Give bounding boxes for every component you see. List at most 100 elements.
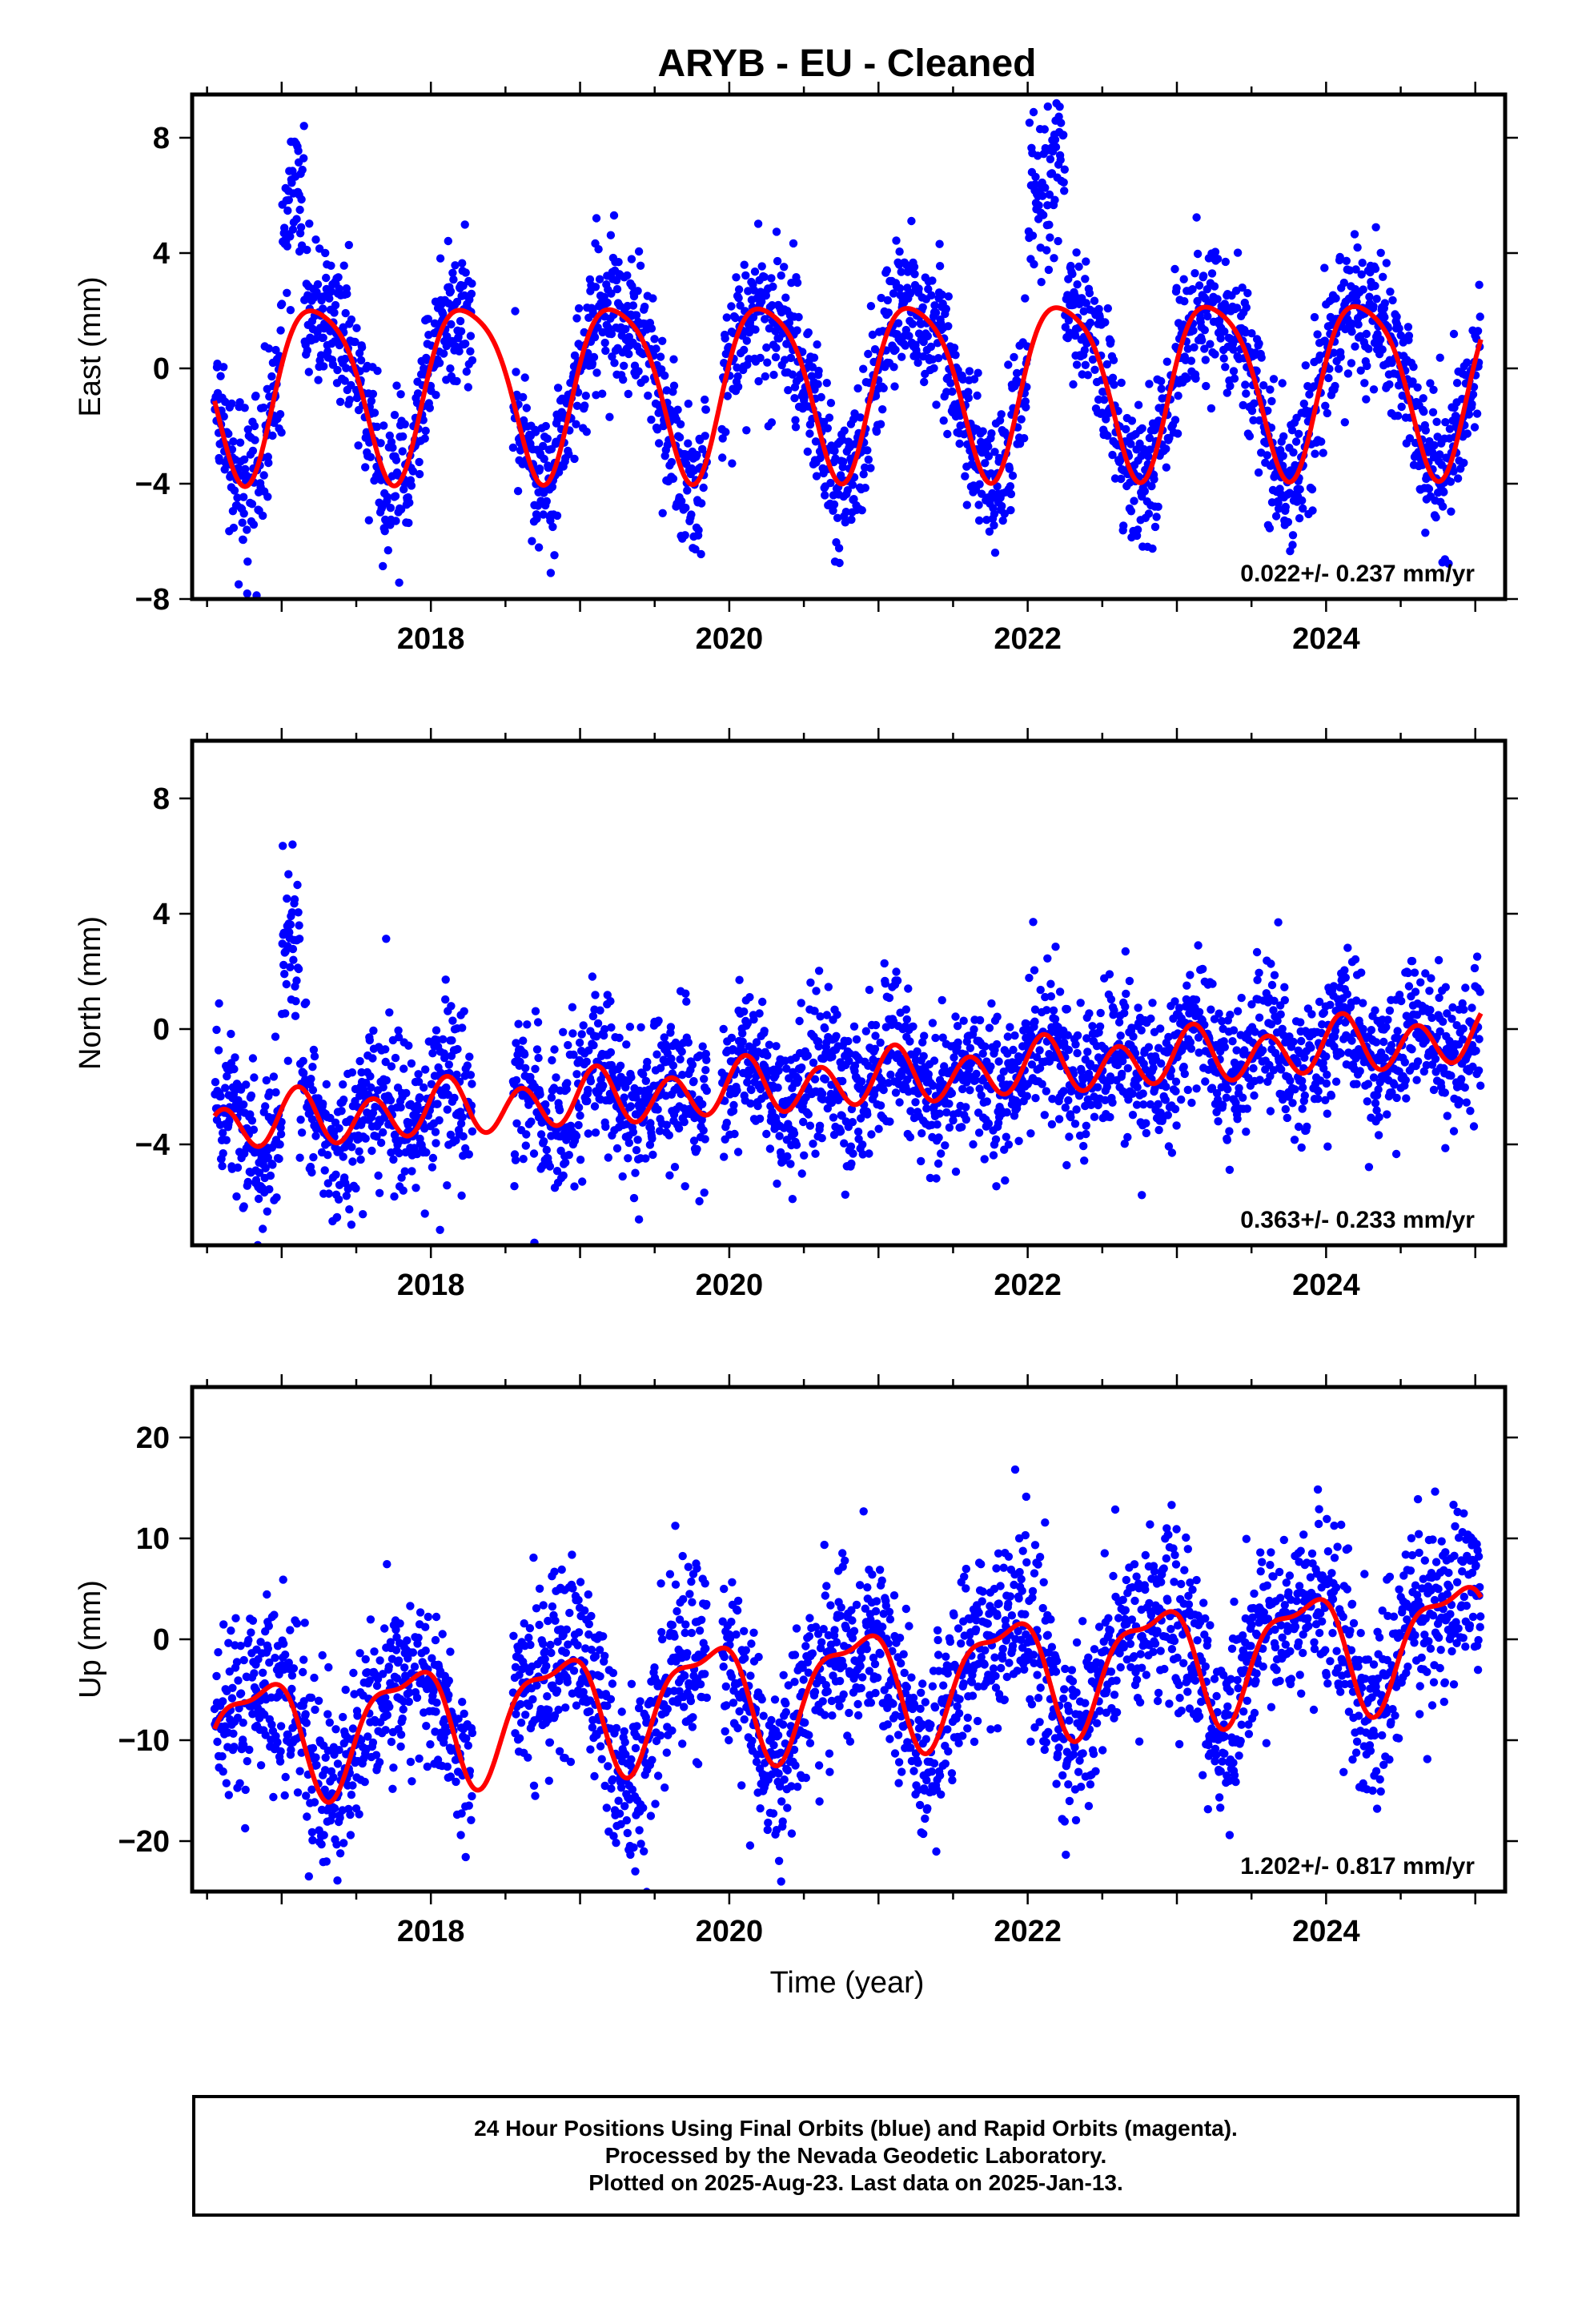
data-point (973, 391, 982, 400)
data-point (947, 1089, 957, 1098)
data-point (576, 1156, 585, 1164)
data-point (735, 975, 744, 984)
data-point (447, 320, 456, 329)
data-point (755, 1114, 765, 1124)
data-point (1102, 360, 1112, 369)
data-point (512, 368, 520, 376)
data-point (342, 1192, 351, 1200)
data-point (943, 429, 952, 439)
data-point (356, 356, 366, 365)
data-point (400, 1064, 408, 1073)
data-point (388, 443, 397, 452)
data-point (607, 289, 616, 298)
data-point (734, 293, 743, 303)
data-point (414, 1070, 423, 1079)
data-point (1331, 381, 1339, 391)
data-point (441, 995, 450, 1004)
data-point (974, 1128, 984, 1137)
data-point (593, 1019, 603, 1028)
data-point (1238, 283, 1247, 292)
data-point (629, 1193, 639, 1203)
data-point (932, 400, 941, 409)
data-point (771, 352, 781, 362)
data-point (280, 970, 289, 979)
data-point (923, 332, 933, 340)
data-point (1073, 1048, 1082, 1058)
data-point (964, 393, 974, 403)
data-point (1146, 1014, 1155, 1023)
data-point (1029, 918, 1038, 927)
data-point (311, 1132, 320, 1140)
data-point (974, 368, 982, 377)
data-point (464, 1150, 473, 1159)
data-point (1157, 1059, 1166, 1068)
data-point (1281, 1104, 1291, 1114)
data-point (548, 1055, 556, 1065)
data-point (422, 1148, 431, 1157)
data-point (229, 523, 239, 533)
data-point (296, 223, 306, 231)
data-point (441, 975, 450, 984)
data-point (249, 1125, 259, 1134)
data-point (1397, 402, 1406, 412)
data-point (811, 437, 821, 446)
data-point (572, 401, 582, 410)
data-point (233, 1163, 243, 1172)
data-point (928, 276, 937, 285)
data-point (623, 271, 632, 280)
data-point (1263, 451, 1272, 460)
data-point (939, 416, 948, 425)
data-point (1249, 1063, 1258, 1073)
data-point (1243, 1104, 1252, 1113)
data-point (701, 1135, 709, 1144)
data-point (1004, 1140, 1014, 1149)
data-point (924, 1070, 934, 1079)
data-point (421, 426, 430, 436)
data-point (856, 413, 865, 422)
data-point (849, 495, 858, 504)
data-point (1322, 1052, 1331, 1061)
data-point (583, 1096, 592, 1106)
data-point (797, 1169, 806, 1178)
data-point (657, 365, 666, 374)
data-point (396, 1103, 405, 1112)
data-point (772, 344, 781, 352)
data-point (265, 1184, 274, 1194)
data-point (874, 1124, 883, 1133)
data-point (946, 379, 955, 388)
data-point (1070, 331, 1080, 340)
data-point (1362, 395, 1371, 404)
data-point (1340, 418, 1350, 427)
data-point (1145, 380, 1154, 388)
data-point (673, 405, 682, 414)
data-point (793, 278, 802, 287)
data-point (884, 308, 893, 317)
data-point (323, 347, 332, 356)
data-point (371, 1103, 379, 1112)
data-point (334, 1195, 343, 1204)
data-point (580, 401, 589, 410)
data-point (548, 522, 557, 532)
data-point (248, 446, 258, 456)
data-point (962, 1115, 971, 1124)
data-point (780, 263, 789, 271)
data-point (1295, 485, 1304, 494)
data-point (604, 1153, 612, 1162)
data-point (455, 347, 464, 356)
data-point (740, 345, 749, 355)
data-point (880, 959, 889, 968)
data-point (532, 514, 541, 523)
data-point (251, 436, 259, 444)
data-point (691, 545, 700, 554)
data-point (1144, 452, 1153, 461)
data-point (606, 231, 616, 239)
data-point (1046, 992, 1056, 1001)
data-point (335, 397, 345, 406)
data-point (984, 452, 994, 460)
data-point (1138, 424, 1146, 433)
data-point (277, 428, 286, 437)
data-point (216, 372, 225, 380)
data-point (575, 1038, 584, 1047)
data-point (259, 1224, 267, 1233)
data-point (889, 289, 898, 298)
